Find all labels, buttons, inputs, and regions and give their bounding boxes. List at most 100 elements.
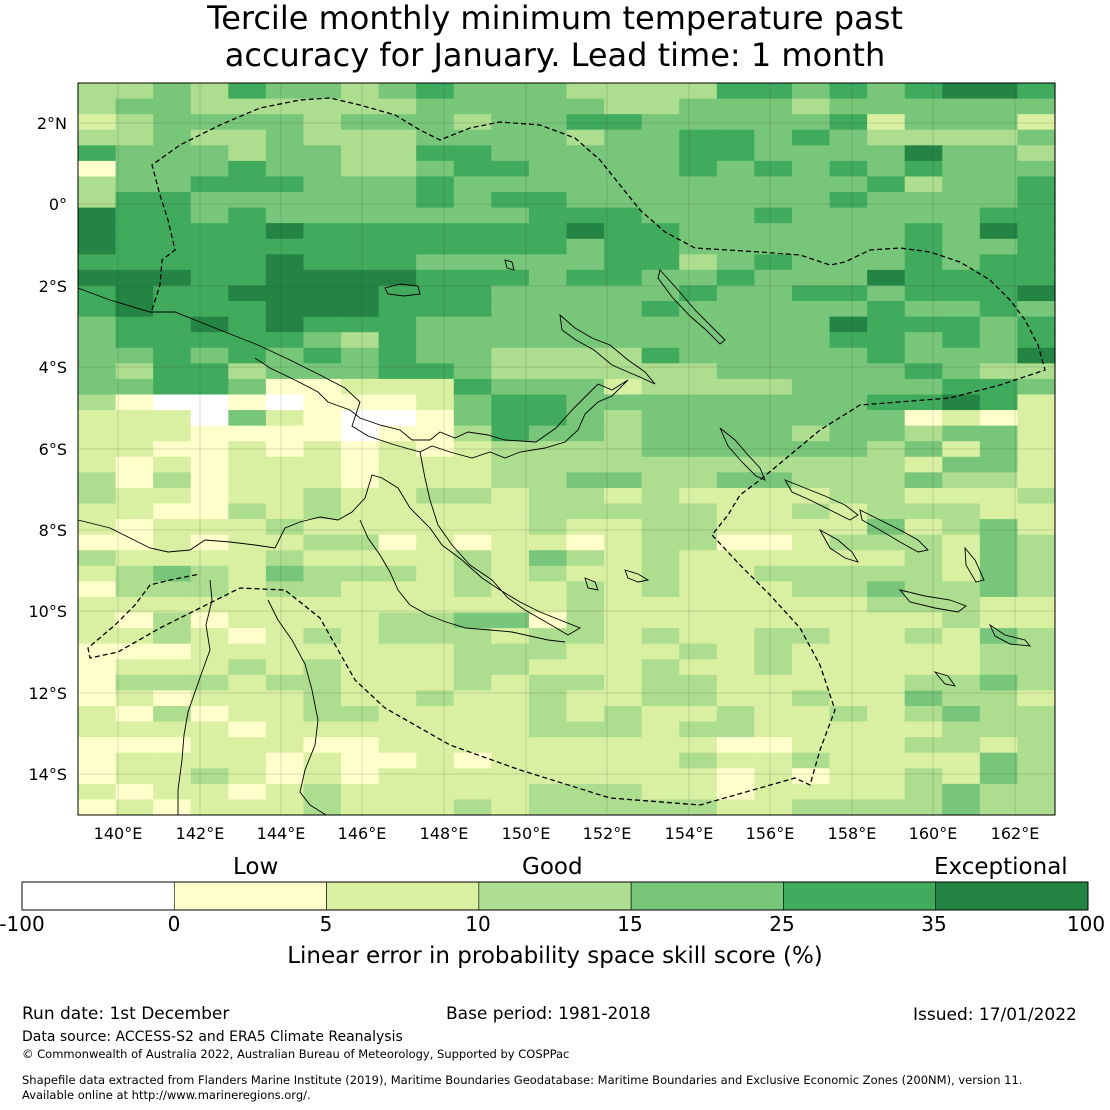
grid-cell (791, 534, 831, 551)
grid-cell (867, 565, 906, 582)
grid-cell (716, 145, 755, 162)
grid-cell (979, 254, 1019, 271)
grid-cell (115, 674, 154, 691)
grid-cell (829, 347, 868, 364)
grid-cell (78, 254, 117, 271)
grid-cell (566, 752, 605, 769)
grid-cell (904, 503, 943, 520)
grid-cell (341, 207, 380, 224)
grid-cell (190, 285, 229, 302)
grid-cell (904, 799, 943, 816)
grid-cell (754, 301, 793, 318)
grid-cell (416, 752, 455, 769)
grid-cell (265, 534, 305, 551)
grid-cell (1017, 503, 1056, 520)
grid-cell (716, 207, 755, 224)
grid-cell (979, 394, 1019, 411)
grid-cell (867, 285, 906, 302)
grid-cell (416, 301, 455, 318)
grid-cell (378, 285, 417, 302)
grid-cell (566, 316, 605, 333)
grid-cell (641, 347, 680, 364)
colorbar (21, 881, 1089, 911)
grid-cell (190, 394, 229, 411)
grid-cell (679, 628, 718, 645)
grid-cell (979, 316, 1019, 333)
grid-cell (153, 799, 192, 816)
grid-cell (528, 628, 568, 645)
grid-cell (228, 129, 267, 146)
grid-cell (716, 534, 755, 551)
grid-cell (453, 238, 492, 255)
grid-cell (679, 129, 718, 146)
grid-cell (378, 690, 417, 707)
base-period: Base period: 1981-2018 (446, 1004, 651, 1024)
grid-cell (754, 145, 793, 162)
grid-cell (190, 565, 229, 582)
grid-cell (604, 238, 643, 255)
grid-cell (528, 690, 568, 707)
grid-cell (754, 659, 793, 676)
grid-cell (378, 363, 417, 380)
grid-cell (378, 192, 417, 209)
grid-cell (604, 129, 643, 146)
grid-cell (416, 285, 455, 302)
grid-cell (791, 783, 831, 801)
grid-cell (904, 238, 943, 255)
grid-cell (679, 643, 718, 660)
grid-cell (979, 425, 1019, 442)
grid-cell (491, 581, 530, 598)
grid-cell (528, 192, 568, 209)
grid-cell (716, 363, 755, 380)
grid-cell (228, 98, 267, 115)
grid-cell (566, 207, 605, 224)
grid-cell (979, 114, 1019, 131)
grid-cell (566, 519, 605, 536)
grid-cell (453, 581, 492, 598)
grid-cell (341, 674, 380, 691)
grid-cell (641, 410, 680, 427)
grid-cell (78, 301, 117, 318)
grid-cell (641, 674, 680, 691)
grid-cell (416, 254, 455, 271)
grid-cell (716, 768, 755, 785)
grid-cell (754, 332, 793, 349)
grid-cell (228, 347, 267, 364)
grid-cell (979, 207, 1019, 224)
grid-cell (265, 332, 305, 349)
grid-cell (303, 503, 342, 520)
run-date: Run date: 1st December (22, 1004, 230, 1024)
grid-cell (1017, 98, 1056, 115)
grid-cell (566, 223, 605, 240)
grid-cell (754, 441, 793, 458)
grid-cell (679, 83, 718, 100)
grid-cell (829, 768, 868, 785)
grid-cell (791, 332, 831, 349)
grid-cell (265, 176, 305, 193)
grid-cell (904, 456, 943, 473)
grid-cell (979, 160, 1019, 178)
grid-cell (303, 285, 342, 302)
grid-cell (641, 799, 680, 816)
grid-cell (904, 581, 943, 598)
grid-cell (265, 441, 305, 458)
grid-cell (303, 145, 342, 162)
grid-cell (1017, 783, 1056, 801)
grid-cell (528, 768, 568, 785)
latitude-tick-label: 2°N (37, 114, 67, 133)
grid-cell (528, 160, 568, 178)
grid-cell (904, 394, 943, 411)
grid-cell (829, 285, 868, 302)
grid-cell (942, 192, 981, 209)
grid-cell (679, 565, 718, 582)
grid-cell (1017, 643, 1056, 660)
grid-cell (153, 534, 192, 551)
grid-cell (265, 192, 305, 209)
grid-cell (416, 98, 455, 115)
grid-cell (115, 519, 154, 536)
grid-cell (979, 752, 1019, 769)
colorbar-segment (478, 881, 632, 911)
grid-cell (115, 472, 154, 489)
grid-cell (378, 768, 417, 785)
grid-cell (416, 347, 455, 364)
